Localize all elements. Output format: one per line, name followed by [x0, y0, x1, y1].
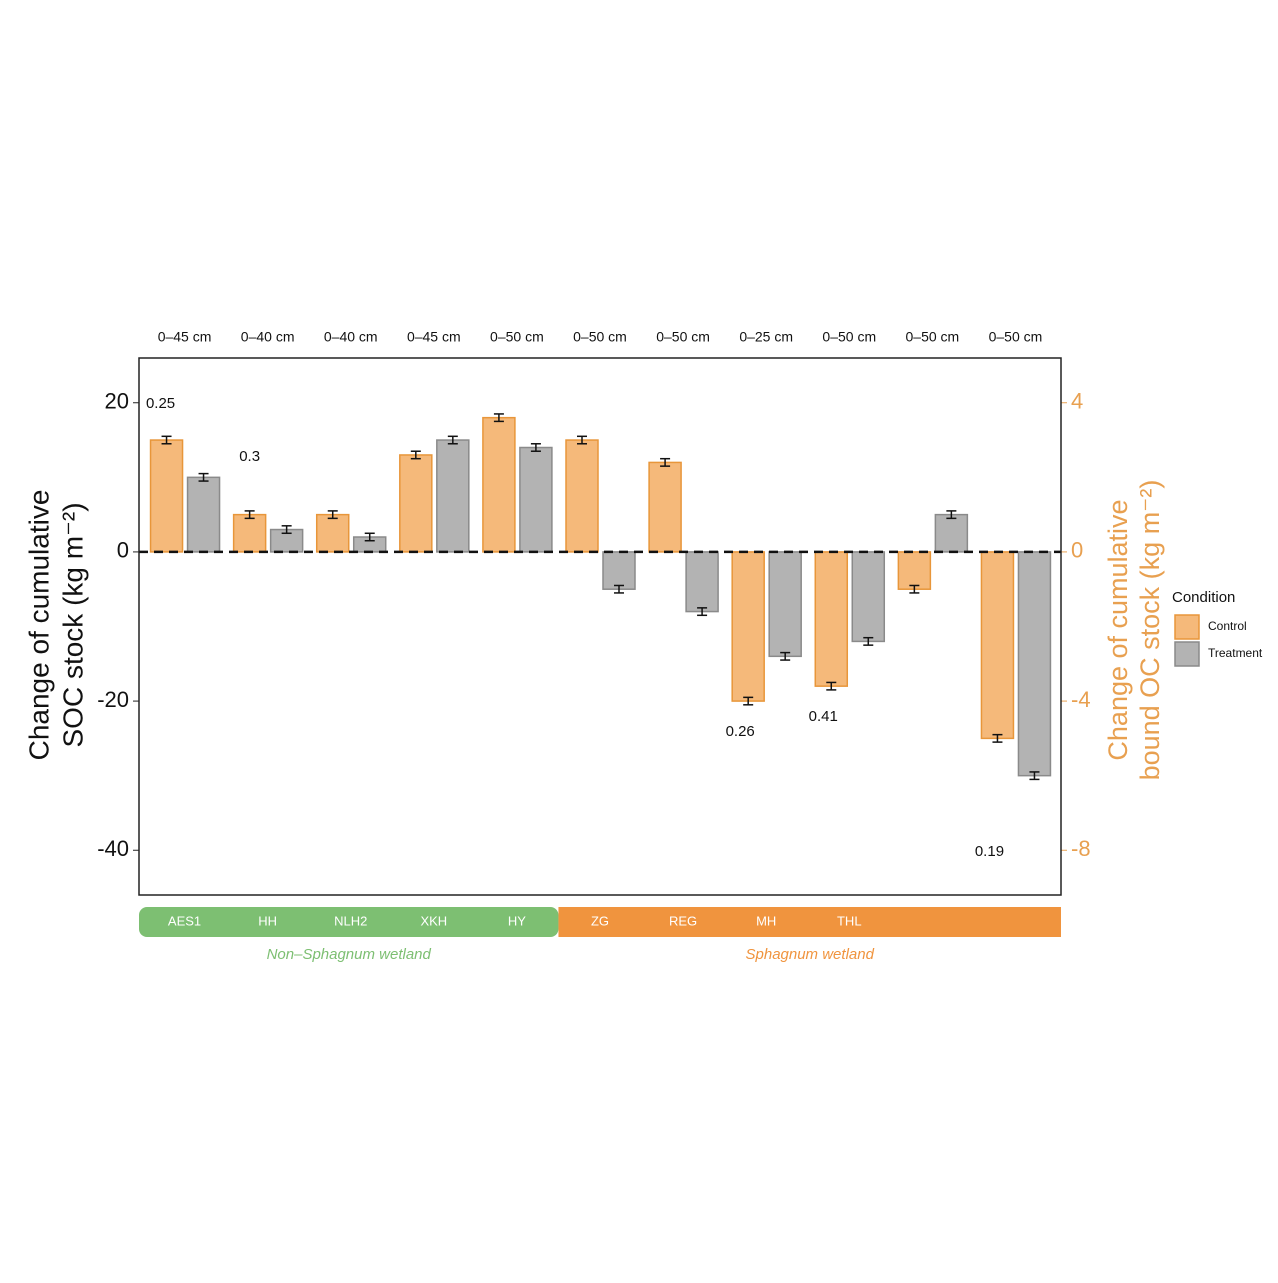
depth-label: 0–50 cm [906, 329, 960, 345]
bar [851, 551, 886, 643]
error-bar [447, 435, 458, 445]
error-bar [614, 584, 624, 594]
y-axis-label-line: SOC stock (kg m⁻²) [57, 502, 88, 747]
error-bar [992, 733, 1003, 743]
depth-label: 0–45 cm [407, 329, 461, 345]
depth-label: 0–40 cm [241, 329, 295, 345]
error-bar [863, 636, 874, 646]
bar [186, 476, 221, 553]
error-bar [697, 607, 708, 617]
error-bar [364, 532, 375, 542]
error-bar [743, 696, 754, 706]
x-tick-label: AES1 [168, 913, 201, 928]
legend-swatch [1174, 614, 1200, 640]
y-tick-label: -40 [97, 836, 129, 861]
y2-axis-label-line: Change of cumulative [1103, 499, 1133, 760]
annotation: 0.3 [239, 448, 260, 465]
x-tick-label: XKH [420, 913, 447, 928]
error-bar [530, 443, 541, 452]
x-tick-label: THL [837, 913, 862, 928]
error-bar [577, 435, 587, 445]
annotation: 0.26 [726, 723, 755, 740]
bar [814, 551, 849, 687]
depth-label: 0–50 cm [656, 329, 710, 345]
group-name: Sphagnum wetland [746, 946, 875, 963]
group-name: Non–Sphagnum wetland [267, 946, 432, 963]
y-tick-label: 20 [105, 389, 129, 414]
plot-frame [138, 357, 1062, 896]
y2-tick-label: -4 [1071, 687, 1091, 712]
bar [519, 446, 553, 553]
bar [149, 439, 184, 553]
bar [768, 551, 802, 658]
x-tick-label: ZG [591, 913, 609, 928]
depth-label: 0–50 cm [490, 329, 544, 345]
y-axis-label-line: Change of cumulative [23, 490, 54, 761]
error-bar [410, 450, 421, 460]
error-bar [327, 510, 338, 520]
depth-label: 0–50 cm [573, 329, 627, 345]
legend-title: Condition [1172, 589, 1235, 606]
x-tick-label: MH [756, 913, 776, 928]
x-tick-label: HY [508, 913, 526, 928]
annotation: 0.25 [146, 395, 175, 412]
error-bar [780, 651, 791, 661]
bar [399, 454, 433, 553]
bar [685, 551, 719, 613]
error-bar [1029, 771, 1040, 781]
y-axis-label: Change of cumulative SOC stock (kg m⁻²) [23, 490, 88, 761]
x-tick-label: NLH2 [334, 913, 367, 928]
error-bar [161, 435, 172, 445]
depth-label: 0–45 cm [158, 329, 212, 345]
y2-axis-label-line: bound OC stock (kg m⁻²) [1135, 480, 1165, 781]
bar [980, 551, 1015, 740]
error-bar [826, 681, 837, 691]
y2-tick-label: 4 [1071, 389, 1083, 414]
x-tick-label: REG [669, 913, 697, 928]
depth-label: 0–25 cm [739, 329, 793, 345]
y2-axis-label: Change of cumulative bound OC stock (kg m… [1103, 480, 1165, 781]
depth-label: 0–40 cm [324, 329, 378, 345]
bar [232, 513, 267, 553]
bar [731, 551, 765, 702]
bar [1017, 551, 1052, 777]
error-bar [281, 525, 292, 535]
group-band [139, 907, 559, 937]
annotation: 0.19 [975, 843, 1004, 860]
y-tick-label: 0 [117, 538, 129, 563]
y-tick-label: -20 [97, 687, 129, 712]
legend-label: Treatment [1208, 646, 1263, 660]
error-bar [660, 457, 671, 467]
bar [482, 416, 516, 553]
x-tick-label: HH [258, 913, 277, 928]
error-bar [946, 510, 957, 520]
bar [897, 551, 932, 590]
bar [565, 439, 599, 553]
group-band [558, 907, 1061, 937]
y2-tick-label: 0 [1071, 538, 1083, 563]
bar [602, 551, 636, 590]
error-bar [198, 472, 209, 482]
depth-label: 0–50 cm [989, 329, 1043, 345]
bar [934, 513, 969, 553]
y2-tick-label: -8 [1071, 836, 1091, 861]
annotation: 0.41 [809, 708, 838, 725]
bar [648, 461, 682, 553]
error-bar [909, 584, 920, 594]
legend-swatch [1174, 641, 1200, 667]
legend-label: Control [1208, 619, 1247, 633]
depth-label: 0–50 cm [822, 329, 876, 345]
error-bar [493, 413, 504, 423]
bar [315, 513, 350, 553]
error-bar [244, 510, 255, 520]
bar [436, 439, 470, 553]
